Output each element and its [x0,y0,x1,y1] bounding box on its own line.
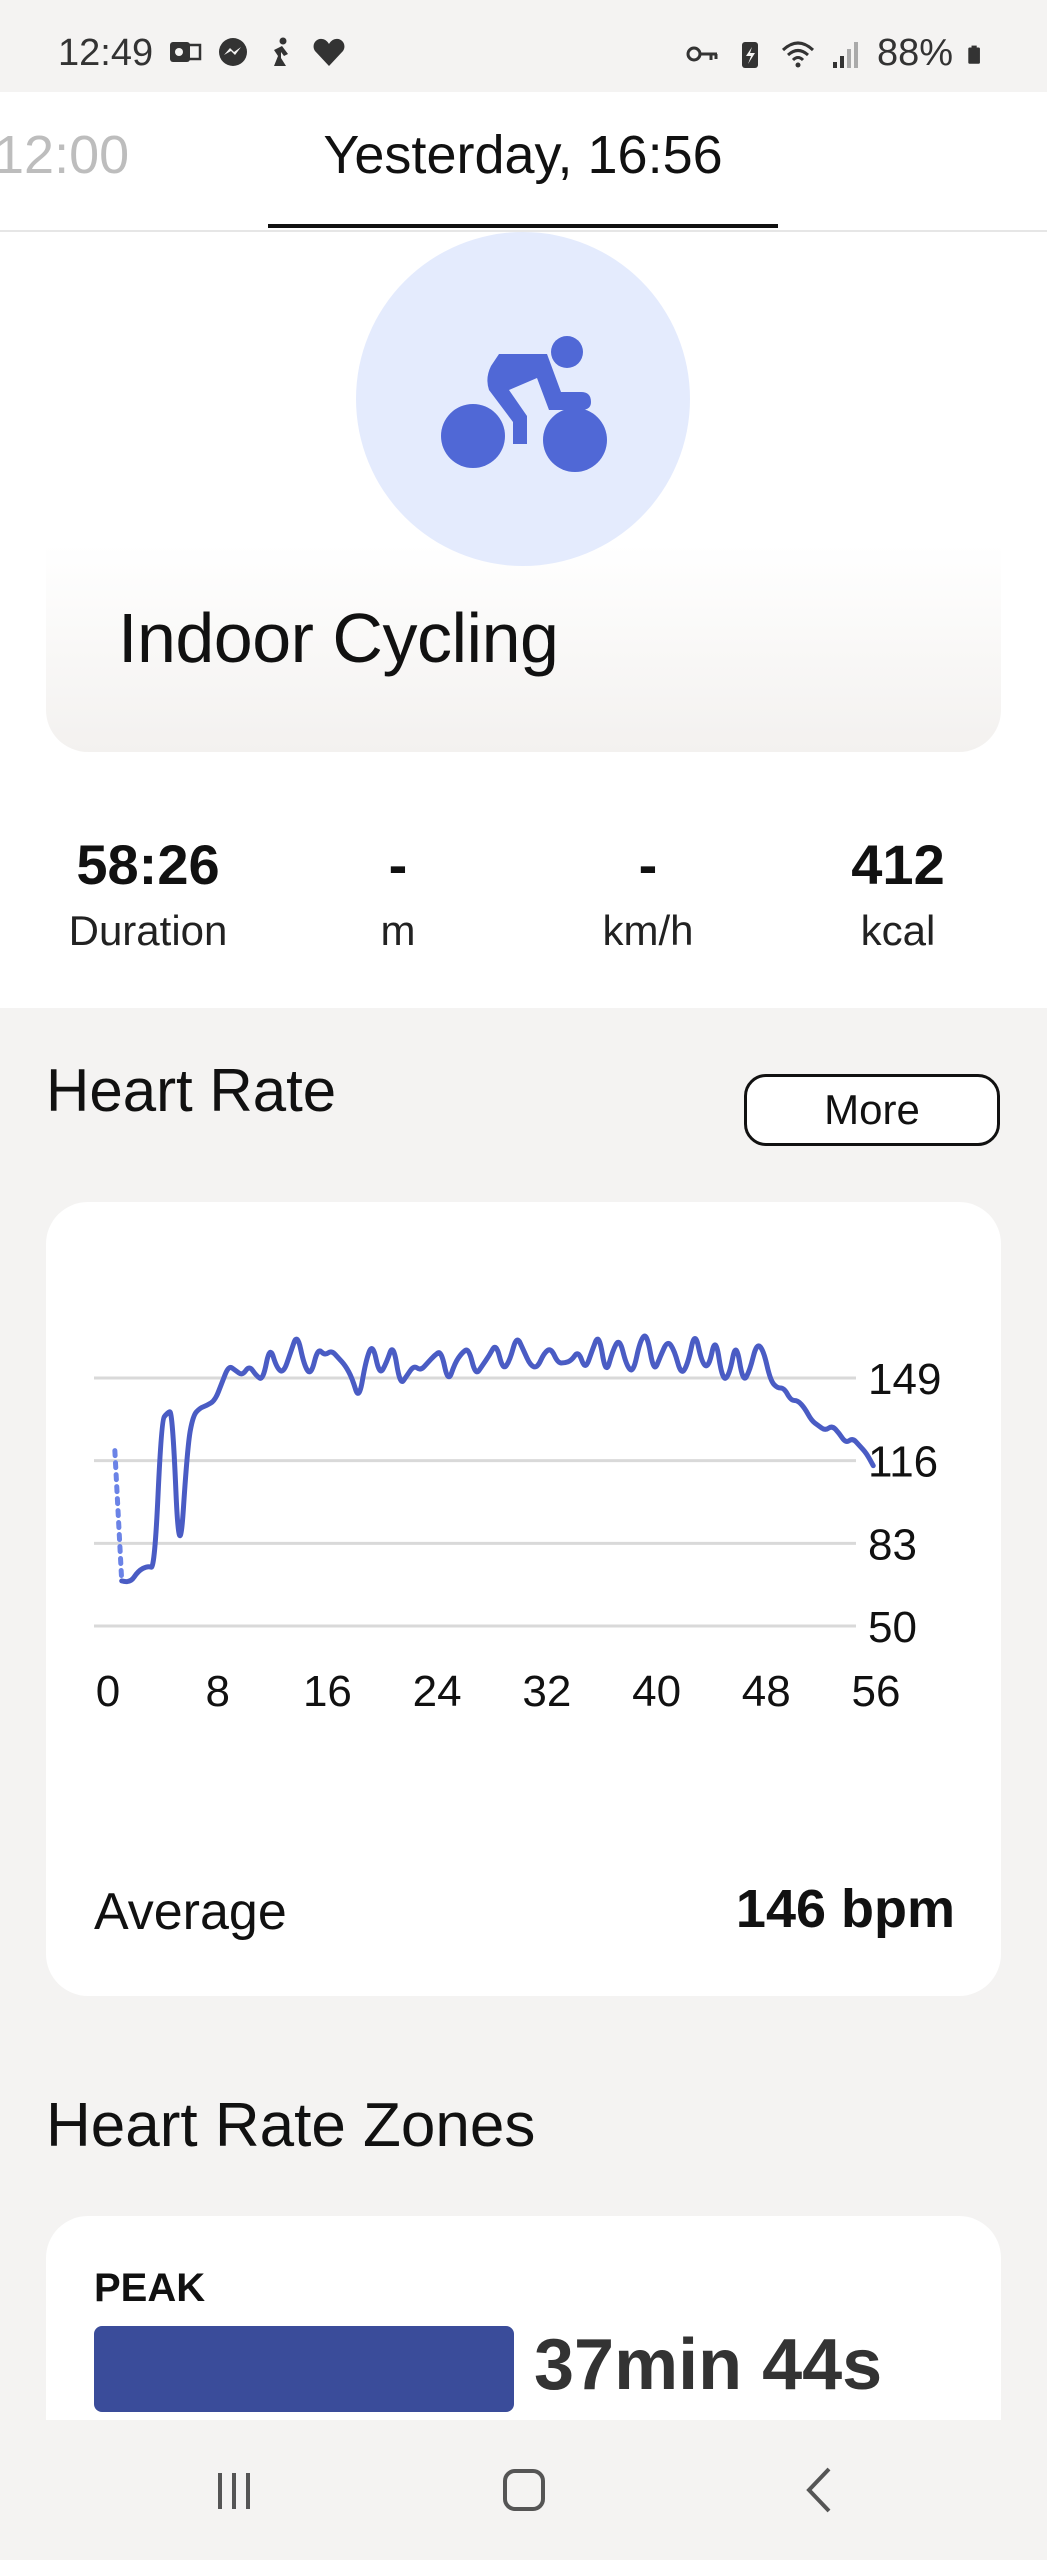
tab-previous-workout[interactable]: 12:00 [0,125,130,185]
stat-duration: 58:26 Duration [18,830,278,962]
stat-speed: - km/h [518,830,778,962]
back-icon [806,2467,831,2513]
y-tick-label: 116 [868,1438,938,1487]
system-nav-bar [0,2420,1047,2560]
tab-active-indicator [268,224,778,228]
back-button[interactable] [762,2450,882,2530]
x-tick-label: 56 [852,1667,901,1716]
recents-icon [218,2473,250,2509]
signal-icon [832,41,858,68]
messenger-icon [219,38,247,66]
y-tick-label: 149 [868,1355,941,1404]
stat-value: 58:26 [76,833,220,896]
status-time: 12:49 [58,32,154,74]
stat-label: kcal [860,907,936,954]
tab-current-workout[interactable]: Yesterday, 16:56 [323,125,723,185]
heart-rate-chart[interactable]: 149 116 83 50 0 8 16 24 32 40 48 56 [46,1202,1001,1842]
x-tick-label: 0 [96,1667,120,1716]
y-tick-label: 83 [868,1520,917,1569]
stat-label: m [380,907,416,954]
zone-label: PEAK [94,2266,206,2310]
x-tick-label: 40 [632,1667,681,1716]
battery-percent: 88% [876,32,953,74]
y-tick-label: 50 [868,1603,917,1652]
activity-icon-circle [356,232,690,566]
heart-rate-card: 149 116 83 50 0 8 16 24 32 40 48 56 Average 146 bpm [46,1202,1001,1996]
stat-calories: 412 kcal [768,830,1028,962]
battery-saver-icon [741,41,758,68]
status-bar: 12:49 88% [0,0,1047,92]
cycling-icon [441,336,607,472]
heart-rate-title: Heart Rate [46,1057,337,1124]
zone-bar [94,2326,514,2412]
x-tick-label: 48 [742,1667,791,1716]
x-tick-label: 24 [413,1667,462,1716]
stat-value: - [388,833,408,896]
average-value: 146 bpm [735,1879,955,1939]
home-icon [503,2469,545,2511]
more-button[interactable]: More [744,1074,1000,1146]
heart-rate-line [119,1333,876,1585]
x-tick-label: 16 [303,1667,352,1716]
x-tick-label: 8 [205,1667,229,1716]
activity-title: Indoor Cycling [118,599,559,677]
heart-icon [313,38,345,66]
wifi-icon [781,41,814,67]
stat-label: km/h [602,907,694,954]
home-button[interactable] [464,2450,584,2530]
heart-rate-dotted-line [112,1448,125,1584]
zone-time: 37min 44s [534,2325,883,2405]
recents-button[interactable] [174,2450,294,2530]
battery-icon [968,45,980,64]
stat-value: - [638,833,658,896]
vpn-key-icon [686,46,718,61]
x-tick-label: 32 [522,1667,571,1716]
stat-distance: - m [268,830,528,962]
heart-rate-zones-title: Heart Rate Zones [46,2091,536,2160]
status-right-icons: 88% [685,32,989,75]
activity-icon [274,37,288,66]
stat-value: 412 [851,833,945,896]
stat-label: Duration [68,907,228,954]
workout-stats: 58:26 Duration - m - km/h 412 kcal [0,830,1047,980]
status-notification-icons [168,36,346,68]
outlook-icon [170,42,202,62]
average-label: Average [94,1883,287,1941]
workout-tabs: 12:00 Yesterday, 16:56 [0,92,1047,232]
